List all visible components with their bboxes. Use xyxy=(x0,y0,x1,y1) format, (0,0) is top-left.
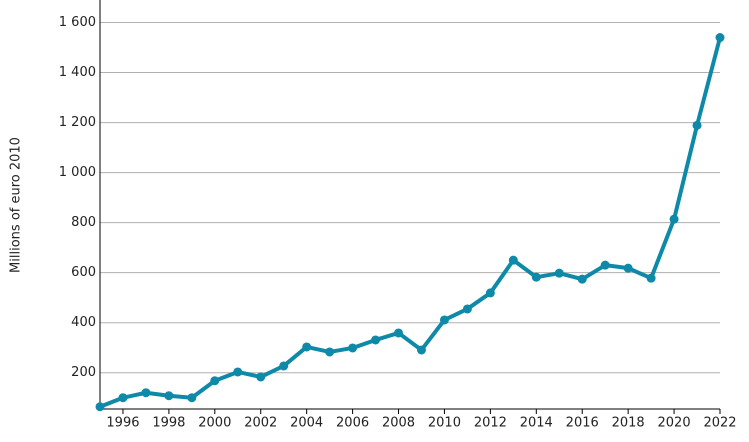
y-tick-label: 200 xyxy=(71,365,96,380)
data-point xyxy=(233,367,243,377)
x-tick-label: 2004 xyxy=(290,416,323,431)
x-tick-label: 1998 xyxy=(152,416,185,431)
data-point xyxy=(531,272,541,282)
x-tick-label: 2002 xyxy=(244,416,277,431)
x-tick-label: 2020 xyxy=(658,416,691,431)
x-tick-label: 2018 xyxy=(612,416,645,431)
data-point xyxy=(715,33,725,43)
x-tick-label: 1996 xyxy=(106,416,139,431)
y-tick-label: 1 600 xyxy=(59,15,96,30)
data-point xyxy=(416,345,426,355)
data-point xyxy=(141,388,151,398)
data-point xyxy=(508,255,518,265)
data-point xyxy=(577,274,587,284)
data-point xyxy=(554,268,564,278)
x-tick-label: 2022 xyxy=(703,416,736,431)
y-axis-label: Millions of euro 2010 xyxy=(9,137,24,273)
data-line xyxy=(99,37,722,409)
data-point xyxy=(95,402,105,412)
data-point xyxy=(371,335,381,345)
data-point xyxy=(462,304,472,314)
x-tick-label: 2010 xyxy=(428,416,461,431)
data-point xyxy=(118,393,128,403)
data-point xyxy=(348,343,358,353)
y-tick-label: 600 xyxy=(71,265,96,280)
y-tick-label: 800 xyxy=(71,215,96,230)
data-point xyxy=(439,315,449,325)
data-point xyxy=(187,393,197,403)
y-tick-label: 1 000 xyxy=(59,165,96,180)
y-tick-label: 400 xyxy=(71,315,96,330)
data-point xyxy=(256,372,266,382)
data-point xyxy=(646,273,656,283)
y-tick-label: 1 200 xyxy=(59,115,96,130)
data-point xyxy=(302,342,312,352)
x-tick-label: 2012 xyxy=(474,416,507,431)
data-point xyxy=(210,376,220,386)
data-point xyxy=(669,214,679,224)
data-point xyxy=(279,361,289,371)
data-point xyxy=(623,263,633,273)
y-tick-label: 1 400 xyxy=(59,65,96,80)
x-tick-label: 2014 xyxy=(520,416,553,431)
x-tick-label: 2016 xyxy=(566,416,599,431)
x-tick-label: 2000 xyxy=(198,416,231,431)
data-point xyxy=(485,288,495,298)
data-point xyxy=(692,120,702,130)
data-point xyxy=(164,391,174,401)
data-point xyxy=(394,328,404,338)
x-tick-label: 2008 xyxy=(382,416,415,431)
data-point xyxy=(600,260,610,270)
x-tick-label: 2006 xyxy=(336,416,369,431)
data-point xyxy=(325,347,335,357)
